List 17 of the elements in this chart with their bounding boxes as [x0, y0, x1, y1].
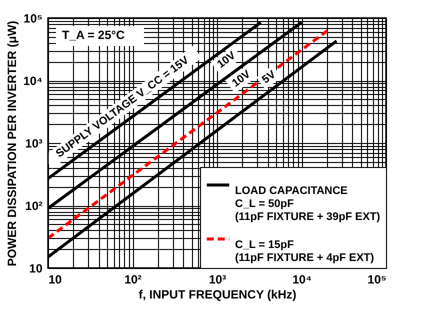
legend-label: C_L = 15pF (11pF FIXTURE + 4pF EXT): [235, 239, 374, 264]
x-tick-label: 10: [48, 272, 62, 286]
y-axis-title: POWER DISSIPATION PER INVERTER (μW): [5, 20, 20, 266]
y-tick-label: 10³: [25, 136, 43, 150]
legend-label: LOAD CAPACITANCE C_L = 50pF (11pF FIXTURE + 39pF EXT): [235, 185, 380, 223]
x-tick-label: 10⁵: [368, 272, 386, 286]
y-tick-label: 10²: [25, 199, 43, 213]
x-axis-title: f, INPUT FREQUENCY (kHz): [138, 288, 296, 302]
y-tick-label: 10⁴: [23, 74, 43, 88]
x-tick-label: 10²: [124, 272, 142, 286]
y-tick-label: 10⁵: [24, 12, 42, 26]
annotation: 10V: [215, 49, 238, 71]
y-tick-label: 10: [29, 262, 43, 276]
annotation: T_A = 25°C: [62, 28, 126, 42]
x-tick-label: 10³: [208, 272, 226, 286]
x-tick-label: 10⁴: [292, 272, 312, 286]
annotation: 5V: [260, 68, 279, 86]
